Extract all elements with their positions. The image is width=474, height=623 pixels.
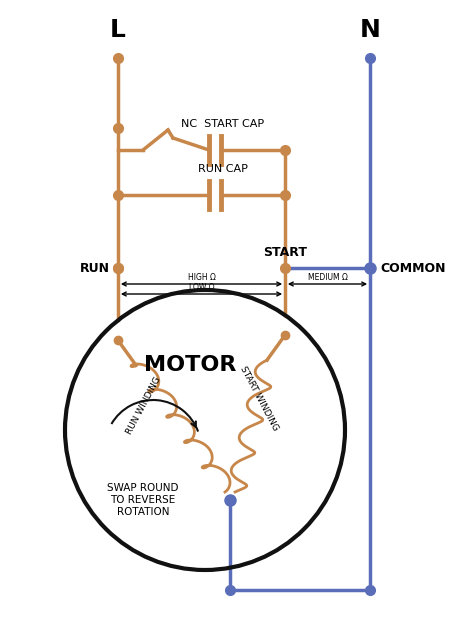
Text: L: L <box>110 18 126 42</box>
Text: MEDIUM Ω: MEDIUM Ω <box>308 273 347 282</box>
Text: RUN: RUN <box>80 262 110 275</box>
Text: N: N <box>360 18 381 42</box>
Text: START WINDING: START WINDING <box>238 364 280 432</box>
Text: COMMON: COMMON <box>380 262 446 275</box>
Text: RUN CAP: RUN CAP <box>198 164 248 174</box>
Text: SWAP ROUND
TO REVERSE
ROTATION: SWAP ROUND TO REVERSE ROTATION <box>107 483 179 516</box>
Text: START: START <box>263 245 307 259</box>
Text: MOTOR: MOTOR <box>144 355 236 375</box>
Text: LOW Ω: LOW Ω <box>189 283 214 292</box>
Text: NC  START CAP: NC START CAP <box>182 119 264 129</box>
Text: HIGH Ω: HIGH Ω <box>188 273 216 282</box>
Text: RUN WINDING: RUN WINDING <box>125 375 163 435</box>
